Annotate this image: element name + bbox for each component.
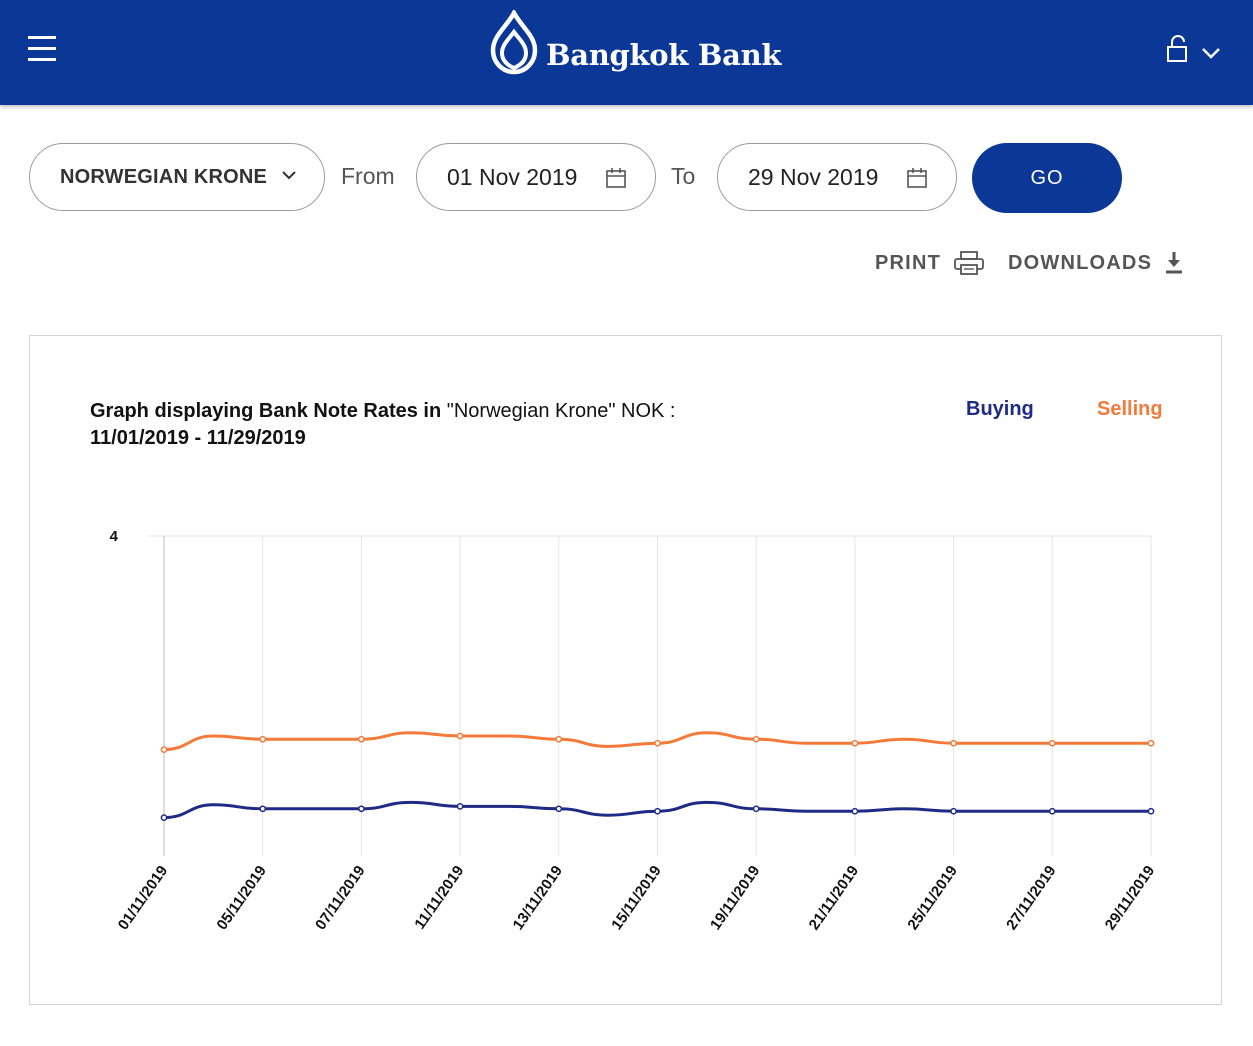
to-label: To: [671, 163, 696, 189]
logo-text: Bangkok Bank: [546, 38, 782, 72]
selling-point: [950, 739, 957, 747]
x-tick-label: 05/11/2019: [213, 863, 270, 934]
buying-point: [1147, 807, 1155, 815]
x-tick-label: 27/11/2019: [1003, 863, 1060, 934]
calendar-icon[interactable]: [906, 167, 928, 189]
printer-icon: [954, 251, 984, 275]
chevron-down-icon[interactable]: [1200, 44, 1222, 62]
from-label: From: [341, 163, 395, 189]
lotus-logo-icon: [490, 10, 538, 75]
selling-point: [259, 735, 267, 743]
y-tick-label: 4: [110, 528, 119, 545]
chart-title-range: 11/01/2019 - 11/29/2019: [90, 427, 306, 449]
x-tick-label: 01/11/2019: [115, 863, 172, 934]
print-label: PRINT: [875, 251, 941, 274]
to-date-input[interactable]: 29 Nov 2019: [717, 143, 957, 211]
x-tick-label: 21/11/2019: [806, 863, 863, 934]
buying-point: [358, 805, 365, 813]
buying-point: [456, 803, 464, 810]
selling-point: [456, 732, 464, 740]
x-tick-label: 11/11/2019: [411, 863, 467, 933]
selling-point: [1048, 739, 1056, 747]
menu-icon[interactable]: [28, 34, 58, 64]
line-chart: 01/11/2019 05/11/2019 07/11/2019 11/11/2019…: [110, 528, 1159, 934]
buying-point: [160, 814, 168, 821]
site-header: Bangkok Bank: [0, 0, 1253, 105]
selling-point: [358, 735, 365, 743]
x-tick-label: 19/11/2019: [707, 863, 764, 934]
currency-value: NORWEGIAN KRONE: [60, 165, 268, 188]
print-button[interactable]: PRINT: [875, 250, 985, 276]
selling-point: [851, 739, 859, 747]
x-tick-label: 25/11/2019: [904, 863, 961, 934]
downloads-label: DOWNLOADS: [1008, 251, 1153, 274]
buying-point: [851, 807, 859, 815]
buying-point: [555, 805, 563, 813]
chevron-down-icon: [282, 171, 296, 180]
chart-title-currency: "Norwegian Krone" NOK :: [446, 400, 676, 422]
from-date-value: 01 Nov 2019: [447, 163, 578, 190]
selling-point: [555, 735, 563, 743]
calendar-icon[interactable]: [605, 167, 627, 189]
chart-card: Graph displaying Bank Note Rates in "Nor…: [29, 335, 1222, 1005]
selling-point: [654, 739, 661, 747]
selling-point: [752, 735, 760, 743]
buying-point: [1048, 807, 1056, 815]
x-tick-label: 07/11/2019: [312, 863, 369, 934]
buying-point: [950, 807, 957, 815]
to-date-value: 29 Nov 2019: [748, 163, 879, 190]
selling-point: [1147, 739, 1155, 747]
x-tick-label: 13/11/2019: [510, 863, 567, 934]
buying-point: [654, 807, 661, 815]
selling-point: [160, 746, 168, 753]
chart-title: Graph displaying Bank Note Rates in "Nor…: [90, 398, 790, 452]
currency-select[interactable]: NORWEGIAN KRONE: [29, 143, 325, 211]
legend-buying[interactable]: Buying: [966, 398, 1034, 420]
x-tick-label: 29/11/2019: [1102, 863, 1159, 934]
legend-selling[interactable]: Selling: [1097, 398, 1163, 420]
downloads-button[interactable]: DOWNLOADS: [1008, 250, 1184, 276]
buying-point: [259, 805, 267, 813]
buying-point: [752, 805, 760, 813]
download-icon: [1166, 252, 1183, 274]
bangkok-bank-logo[interactable]: Bangkok Bank: [488, 10, 781, 76]
x-tick-label: 15/11/2019: [608, 863, 665, 934]
chart-title-bold: Graph displaying Bank Note Rates in: [90, 400, 442, 422]
lock-icon[interactable]: [1164, 34, 1192, 64]
go-button[interactable]: GO: [972, 143, 1122, 213]
from-date-input[interactable]: 01 Nov 2019: [416, 143, 656, 211]
